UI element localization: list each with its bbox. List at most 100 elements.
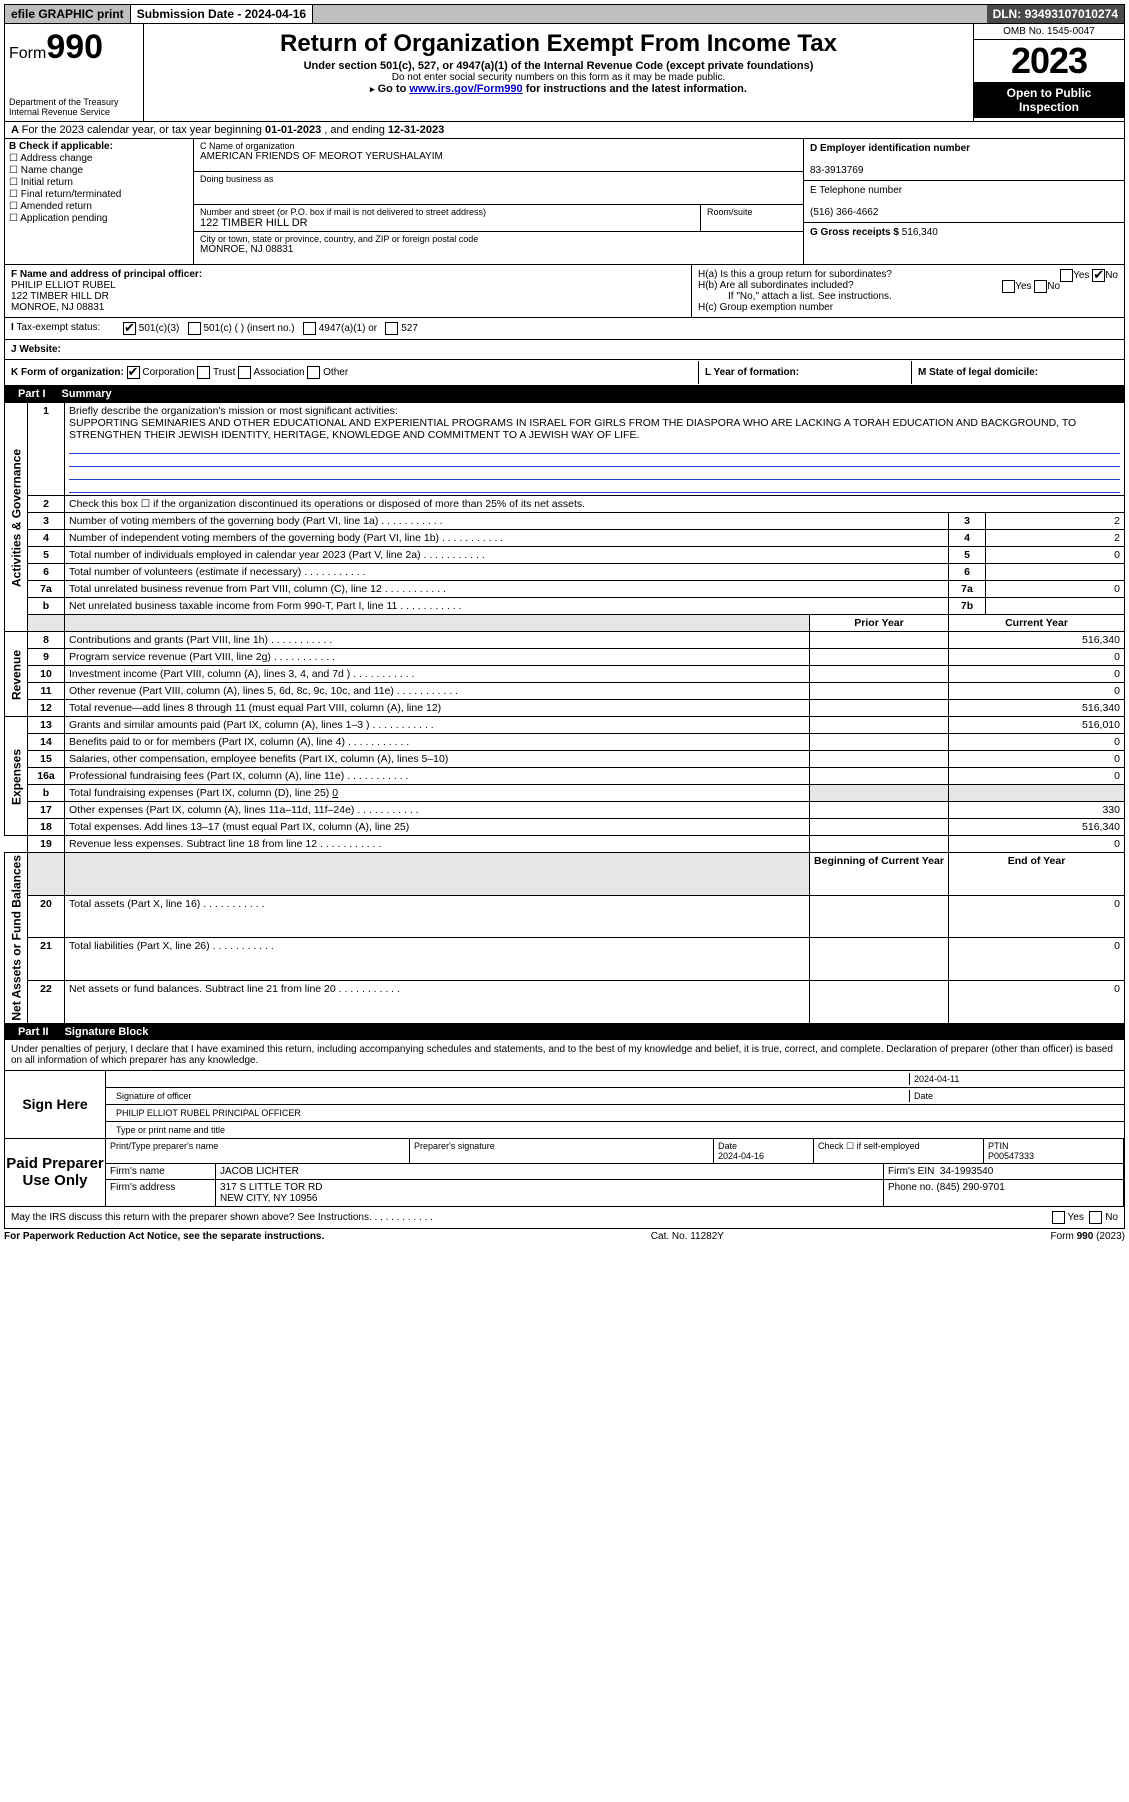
ptin-value: P00547333 xyxy=(988,1151,1034,1161)
paid-preparer-label: Paid Preparer Use Only xyxy=(5,1139,106,1206)
ans22: 0 xyxy=(949,980,1125,1023)
hb-yes[interactable] xyxy=(1002,280,1015,293)
ssn-warning: Do not enter social security numbers on … xyxy=(150,72,967,83)
cat-no: Cat. No. 11282Y xyxy=(651,1231,724,1242)
line15: Salaries, other compensation, employee b… xyxy=(65,751,810,768)
row-a-tax-year: A For the 2023 calendar year, or tax yea… xyxy=(4,122,1125,139)
ha-yes[interactable] xyxy=(1060,269,1073,282)
tax-year: 2023 xyxy=(974,40,1124,82)
line16a: Professional fundraising fees (Part IX, … xyxy=(65,768,810,785)
prior-year-hdr: Prior Year xyxy=(810,615,949,632)
principal-officer: F Name and address of principal officer:… xyxy=(5,265,691,317)
line21: Total liabilities (Part X, line 26) xyxy=(65,938,810,981)
chk-final-return[interactable]: Final return/terminated xyxy=(9,189,189,200)
chk-other[interactable] xyxy=(307,366,320,379)
ein-label: D Employer identification number xyxy=(810,143,970,154)
boy-hdr: Beginning of Current Year xyxy=(810,853,949,896)
discuss-yes[interactable] xyxy=(1052,1211,1065,1224)
chk-501c[interactable] xyxy=(188,322,201,335)
form-id-block: Form990 Department of the Treasury Inter… xyxy=(5,24,144,121)
ans15: 0 xyxy=(949,751,1125,768)
city-state-zip: MONROE, NJ 08831 xyxy=(200,244,797,255)
line5: Total number of individuals employed in … xyxy=(65,547,949,564)
perjury-text: Under penalties of perjury, I declare th… xyxy=(4,1040,1125,1071)
chk-4947[interactable] xyxy=(303,322,316,335)
part2-header: Part II Signature Block xyxy=(4,1024,1125,1040)
section-bcde: B Check if applicable: Address change Na… xyxy=(4,139,1125,265)
street-label: Number and street (or P.O. box if mail i… xyxy=(200,207,694,217)
chk-application-pending[interactable]: Application pending xyxy=(9,213,189,224)
chk-association[interactable] xyxy=(238,366,251,379)
group-exemption: H(c) Group exemption number xyxy=(698,302,833,313)
line4: Number of independent voting members of … xyxy=(65,530,949,547)
chk-initial-return[interactable]: Initial return xyxy=(9,177,189,188)
row-j-website: J Website: xyxy=(4,340,1125,360)
line18: Total expenses. Add lines 13–17 (must eq… xyxy=(65,819,810,836)
part1-header: Part I Summary xyxy=(4,386,1125,402)
col-c-org-info: C Name of organization AMERICAN FRIENDS … xyxy=(194,139,803,264)
ha-no[interactable] xyxy=(1092,269,1105,282)
ans21: 0 xyxy=(949,938,1125,981)
chk-amended-return[interactable]: Amended return xyxy=(9,201,189,212)
chk-trust[interactable] xyxy=(197,366,210,379)
discuss-no[interactable] xyxy=(1089,1211,1102,1224)
vlabel-expenses: Expenses xyxy=(5,717,28,836)
officer-sign-date: 2024-04-11 xyxy=(909,1073,1118,1085)
gross-receipts-value: 516,340 xyxy=(902,227,938,238)
chk-name-change[interactable]: Name change xyxy=(9,165,189,176)
line8: Contributions and grants (Part VIII, lin… xyxy=(65,632,810,649)
current-year-hdr: Current Year xyxy=(949,615,1125,632)
dba-label: Doing business as xyxy=(200,174,797,184)
line2: Check this box ☐ if the organization dis… xyxy=(65,496,1125,513)
line9: Program service revenue (Part VIII, line… xyxy=(65,649,810,666)
org-name: AMERICAN FRIENDS OF MEOROT YERUSHALAYIM xyxy=(200,151,797,162)
row-klm: K Form of organization: Corporation Trus… xyxy=(4,360,1125,386)
row-fh: F Name and address of principal officer:… xyxy=(4,265,1125,318)
firm-addr1: 317 S LITTLE TOR RD xyxy=(220,1182,322,1193)
ans13: 516,010 xyxy=(949,717,1125,734)
ans5: 0 xyxy=(986,547,1125,564)
room-label: Room/suite xyxy=(707,207,797,217)
chk-address-change[interactable]: Address change xyxy=(9,153,189,164)
chk-501c3[interactable] xyxy=(123,322,136,335)
ans16a: 0 xyxy=(949,768,1125,785)
ein-value: 83-3913769 xyxy=(810,165,863,176)
self-employed-check[interactable]: Check ☐ if self-employed xyxy=(814,1139,984,1164)
dept-treasury: Department of the Treasury xyxy=(9,97,139,107)
col-de: D Employer identification number 83-3913… xyxy=(803,139,1124,264)
state-domicile: M State of legal domicile: xyxy=(918,367,1038,378)
sign-here-label: Sign Here xyxy=(5,1071,106,1138)
gross-receipts-label: G Gross receipts $ xyxy=(810,227,902,238)
hb-no[interactable] xyxy=(1034,280,1047,293)
vlabel-revenue: Revenue xyxy=(5,632,28,717)
phone-label: E Telephone number xyxy=(810,185,902,196)
form-title: Return of Organization Exempt From Incom… xyxy=(150,30,967,58)
prep-date: 2024-04-16 xyxy=(718,1151,764,1161)
org-name-label: C Name of organization xyxy=(200,141,797,151)
ans19: 0 xyxy=(949,836,1125,853)
line17: Other expenses (Part IX, column (A), lin… xyxy=(65,802,810,819)
vlabel-governance: Activities & Governance xyxy=(5,403,28,632)
ans9: 0 xyxy=(949,649,1125,666)
ans14: 0 xyxy=(949,734,1125,751)
line16b: Total fundraising expenses (Part IX, col… xyxy=(65,785,810,802)
line14: Benefits paid to or for members (Part IX… xyxy=(65,734,810,751)
firm-addr2: NEW CITY, NY 10956 xyxy=(220,1193,317,1204)
prep-sig-label: Preparer's signature xyxy=(410,1139,714,1164)
ans8: 516,340 xyxy=(949,632,1125,649)
col-b-checkboxes: B Check if applicable: Address change Na… xyxy=(5,139,194,264)
vlabel-netassets: Net Assets or Fund Balances xyxy=(5,853,28,1024)
omb-number: OMB No. 1545-0047 xyxy=(974,24,1124,40)
line22: Net assets or fund balances. Subtract li… xyxy=(65,980,810,1023)
line10: Investment income (Part VIII, column (A)… xyxy=(65,666,810,683)
ans20: 0 xyxy=(949,895,1125,938)
form990-link[interactable]: www.irs.gov/Form990 xyxy=(409,83,522,95)
ans7a: 0 xyxy=(986,581,1125,598)
goto-line: Go to www.irs.gov/Form990 for instructio… xyxy=(150,83,967,95)
line13: Grants and similar amounts paid (Part IX… xyxy=(65,717,810,734)
chk-527[interactable] xyxy=(385,322,398,335)
pra-notice: For Paperwork Reduction Act Notice, see … xyxy=(4,1231,324,1242)
chk-corporation[interactable] xyxy=(127,366,140,379)
officer-name: PHILIP ELLIOT RUBEL PRINCIPAL OFFICER xyxy=(112,1107,305,1119)
form-footer: Form 990 (2023) xyxy=(1051,1231,1125,1242)
